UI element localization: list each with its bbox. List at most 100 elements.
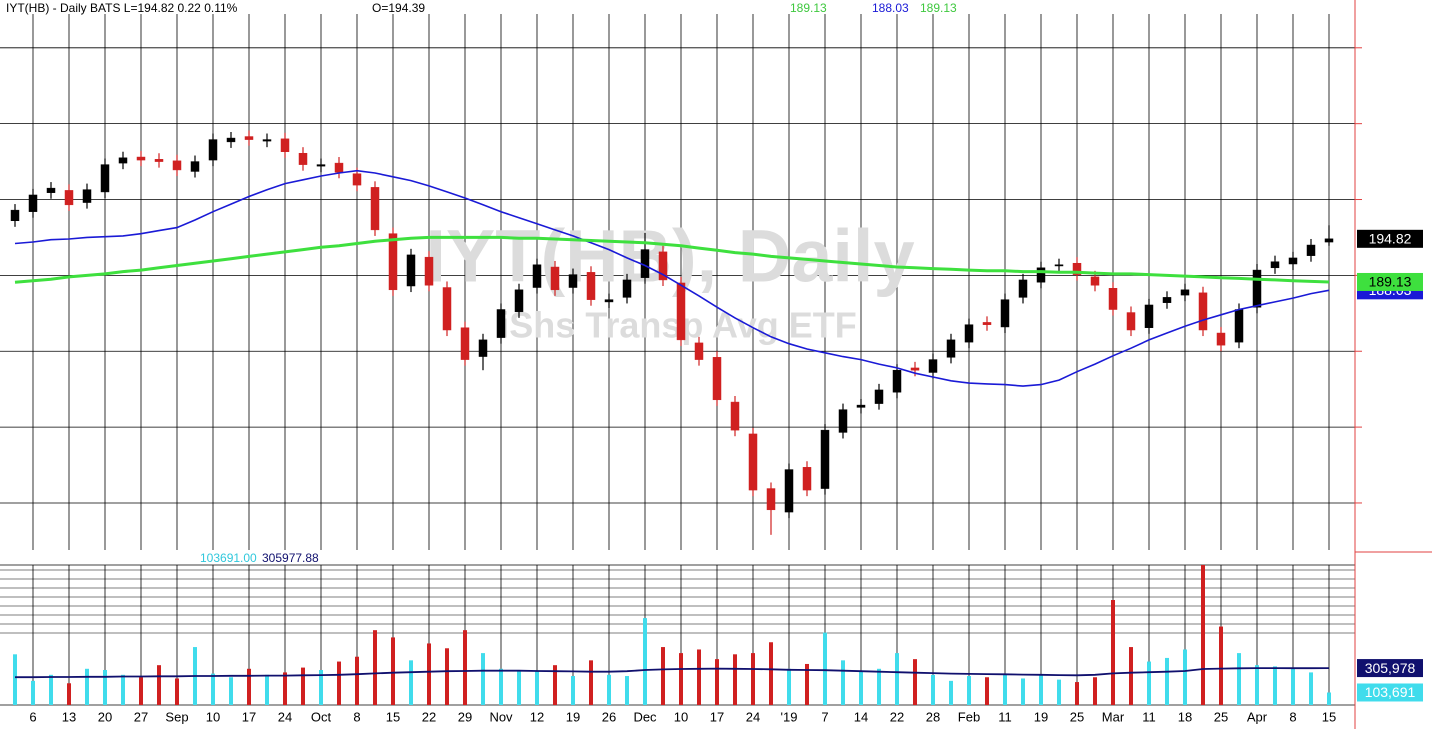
- volume-bar: [49, 674, 53, 705]
- candle-body: [352, 173, 362, 186]
- candle-body: [334, 162, 344, 173]
- x-tick-label: 24: [278, 709, 292, 724]
- candle-body: [28, 194, 38, 212]
- volume-bar: [481, 653, 485, 705]
- volume-bar: [643, 618, 647, 705]
- volume-bar: [1309, 672, 1313, 705]
- candle-body: [946, 339, 956, 358]
- x-tick-label: Mar: [1102, 709, 1125, 724]
- candle-body: [1036, 267, 1046, 283]
- candle-body: [1072, 262, 1082, 275]
- volume-bar: [895, 653, 899, 705]
- volume-bar: [1093, 677, 1097, 705]
- candle-body: [1162, 297, 1172, 303]
- x-tick-label: 15: [386, 709, 400, 724]
- volume-bar: [1165, 657, 1169, 705]
- x-tick-label: 11: [998, 709, 1012, 724]
- volume-bar: [985, 677, 989, 705]
- candle-body: [784, 469, 794, 513]
- candle-body: [1252, 269, 1262, 308]
- x-tick-label: 25: [1070, 709, 1084, 724]
- price-badge: 194.82: [1369, 231, 1412, 247]
- candle-body: [712, 357, 722, 401]
- x-tick-label: 25: [1214, 709, 1228, 724]
- x-tick-label: 17: [710, 709, 724, 724]
- volume-bar: [337, 661, 341, 705]
- volume-bar: [787, 668, 791, 705]
- x-tick-label: 8: [1289, 709, 1296, 724]
- line: [14, 169, 1330, 387]
- volume-bar: [1237, 653, 1241, 705]
- candle-body: [136, 156, 146, 161]
- candle-body: [118, 157, 128, 164]
- volume-bar: [1021, 678, 1025, 705]
- candle-body: [676, 282, 686, 341]
- candle-body: [658, 251, 668, 281]
- candle-body: [226, 137, 236, 143]
- x-tick-label: 27: [134, 709, 148, 724]
- x-tick-label: Feb: [958, 709, 980, 724]
- x-tick-label: 6: [29, 709, 36, 724]
- candle-body: [316, 164, 326, 167]
- candle-body: [1144, 304, 1154, 328]
- candle-body: [406, 254, 416, 287]
- volume-bar: [607, 674, 611, 705]
- candle-body: [874, 389, 884, 404]
- x-tick-label: 19: [1034, 709, 1048, 724]
- volume-bar: [499, 668, 503, 705]
- candle-body: [388, 233, 398, 291]
- x-tick-label: 14: [854, 709, 868, 724]
- volume-ma-badge: 305,978: [1365, 660, 1416, 676]
- candle-body: [748, 433, 758, 491]
- candle-body: [532, 264, 542, 288]
- candle-body: [478, 339, 488, 357]
- candle-body: [460, 327, 470, 360]
- volume-ma-badge-bg: [1357, 659, 1423, 678]
- volume-bar: [841, 660, 845, 705]
- volume-bar: [1327, 692, 1331, 705]
- volume-bar: [139, 677, 143, 705]
- volume-bar: [571, 676, 575, 705]
- marks-layer: [10, 130, 1334, 705]
- candle-body: [622, 279, 632, 298]
- price-badge-bg: [1357, 229, 1423, 248]
- volume-bar: [697, 649, 701, 705]
- candle-body: [496, 309, 506, 338]
- header: IYT(HB) - Daily BATS L=194.82 0.22 0.11%: [6, 1, 238, 15]
- candle-body: [568, 274, 578, 288]
- volume-bar: [409, 660, 413, 705]
- volume-bar: [247, 668, 251, 705]
- candle-body: [208, 139, 218, 161]
- candle-body: [766, 488, 776, 511]
- candle-body: [100, 164, 110, 193]
- x-tick-label: 13: [62, 709, 76, 724]
- candle-body: [838, 409, 848, 433]
- volume-bar: [1291, 668, 1295, 705]
- volume-bar: [967, 676, 971, 705]
- ma50-header: 188.03: [872, 1, 909, 15]
- x-tick-label: 24: [746, 709, 760, 724]
- ma200-header: 189.13: [790, 1, 827, 15]
- volume-bar: [121, 674, 125, 705]
- volume-bar: [175, 678, 179, 705]
- volume-bar: [553, 665, 557, 705]
- volume-bar: [445, 648, 449, 705]
- candle-body: [370, 187, 380, 231]
- volume-bar: [211, 673, 215, 705]
- candle-body: [424, 256, 434, 286]
- x-tick-label: 20: [98, 709, 112, 724]
- ma200-badge: 189.13: [1369, 274, 1412, 290]
- volume-bar: [67, 683, 71, 705]
- candle-body: [172, 160, 182, 171]
- volume-bar: [31, 680, 35, 705]
- candle-body: [730, 401, 740, 431]
- volume-bar: [265, 674, 269, 705]
- volume-bar: [1057, 679, 1061, 705]
- candle-body: [514, 289, 524, 313]
- volume-bar: [805, 663, 809, 705]
- volume-bar: [85, 668, 89, 705]
- x-tick-label: 22: [890, 709, 904, 724]
- candle-body: [604, 299, 614, 303]
